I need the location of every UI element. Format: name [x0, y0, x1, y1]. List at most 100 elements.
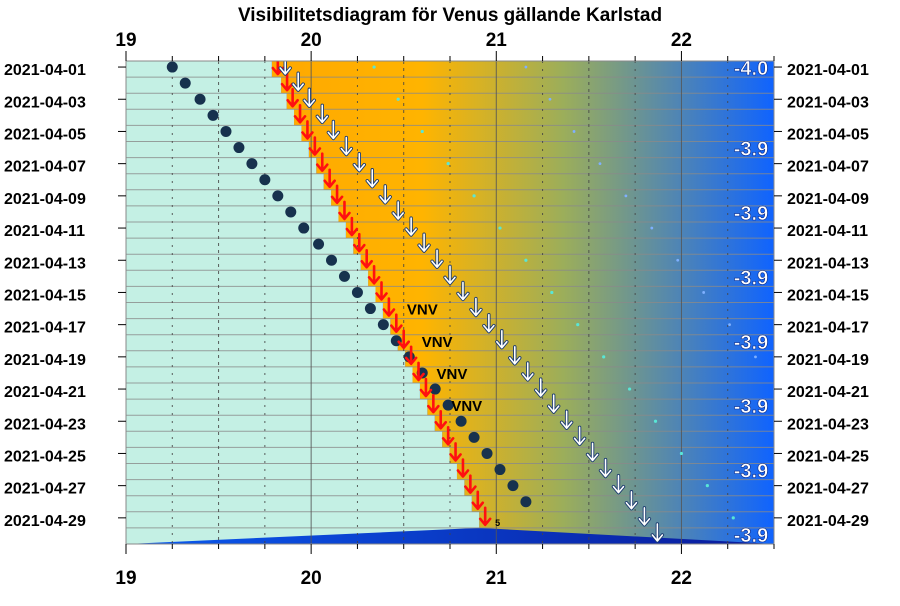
axes: 19 19 20 20 21 21 22 22 2021-04-01 2021-04-01 2021… [4, 30, 869, 589]
venus-set-arrow [397, 329, 411, 350]
venus-low-arrow [495, 329, 509, 350]
venus-faint-dot [548, 97, 552, 101]
venus-low-arrow [611, 473, 626, 495]
sunset-dot [338, 270, 350, 282]
red-arrow-shape [382, 297, 396, 317]
red-arrow-shape [390, 313, 403, 333]
date-label-right: 2021-04-05 [787, 126, 869, 143]
date-label-right: 2021-04-11 [787, 223, 868, 240]
date-label-left: 2021-04-03 [4, 94, 86, 111]
red-arrow-shape [397, 329, 411, 350]
red-arrow-shape [352, 232, 366, 253]
date-label-left: 2021-04-01 [4, 62, 86, 79]
red-arrow-shape [345, 216, 359, 237]
venus-faint-dot [524, 65, 528, 69]
venus-set-arrow [427, 393, 440, 414]
red-arrow-shape [375, 281, 388, 301]
venus-faint-dot [624, 194, 628, 198]
white-arrow-shape [638, 507, 651, 526]
red-arrow-shape [434, 409, 448, 430]
venus-set-arrow [412, 361, 425, 382]
x-tick-label-top: 19 [115, 30, 136, 51]
date-label-right: 2021-04-03 [787, 94, 869, 111]
venus-low-arrow [521, 361, 535, 382]
white-arrow-shape [508, 346, 521, 365]
sunset-dot [285, 206, 297, 218]
venus-faint-dot [676, 258, 680, 262]
date-label-right: 2021-04-09 [787, 191, 869, 208]
date-label-right: 2021-04-21 [787, 384, 869, 401]
red-arrow-shape [286, 87, 299, 108]
venus-low-arrow [278, 61, 292, 76]
sunset-dot [326, 254, 338, 266]
venus-low-arrow [326, 119, 341, 141]
date-label-left: 2021-04-25 [4, 448, 86, 465]
venus-low-arrow [339, 135, 354, 157]
chart-title: Visibilitetsdiagram för Venus gällande K… [238, 5, 662, 26]
x-tick-label-bottom: 22 [671, 568, 692, 589]
sunset-dot [442, 399, 454, 411]
venus-low-arrow [534, 377, 548, 398]
red-arrow-shape [315, 152, 329, 172]
sunset-dot [313, 238, 325, 250]
red-arrow-shape [471, 490, 485, 511]
venus-faint-dot [572, 130, 576, 133]
date-label-left: 2021-04-21 [4, 384, 86, 401]
sunset-dot [429, 383, 441, 395]
direction-label: VNV [437, 366, 468, 383]
sunset-dot [298, 222, 310, 234]
white-arrow-shape [327, 120, 340, 140]
date-label-right: 2021-04-15 [787, 287, 869, 304]
sunset-dot [179, 77, 191, 89]
date-label-right: 2021-04-19 [787, 352, 869, 369]
venus-set-arrow [352, 232, 366, 253]
venus-set-arrow [345, 216, 359, 237]
white-arrow-shape [521, 362, 534, 381]
date-label-left: 2021-04-29 [4, 513, 86, 530]
direction-label: VNV [451, 398, 482, 415]
venus-faint-dot [728, 323, 731, 327]
sunset-dot [194, 93, 206, 105]
red-arrow-shape [427, 393, 440, 414]
venus-low-arrow [315, 103, 329, 125]
venus-low-arrow [624, 490, 639, 511]
magnitude-label: -3.9 [734, 332, 768, 354]
venus-trail-dot [627, 387, 632, 391]
venus-trail-dot [550, 290, 554, 295]
sunset-dot [246, 158, 258, 170]
date-label-left: 2021-04-27 [4, 481, 86, 498]
white-arrow-shape [405, 217, 417, 236]
date-label-right: 2021-04-25 [787, 448, 869, 465]
red-arrow-shape [419, 377, 433, 398]
venus-low-arrow [456, 280, 470, 302]
venus-trail-dot [498, 226, 502, 230]
x-tick-label-bottom: 20 [301, 568, 322, 589]
white-arrow-shape [457, 281, 469, 301]
venus-set-arrow [308, 136, 322, 156]
white-arrow-shape [340, 136, 353, 156]
grid [126, 61, 774, 544]
venus-low-arrow [637, 506, 652, 527]
magnitude-label: -3.9 [734, 203, 768, 225]
venus-trail-dot [372, 65, 376, 69]
venus-set-arrow [330, 184, 344, 205]
red-arrow-shape [464, 474, 477, 494]
venus-trail-dot [602, 355, 606, 359]
date-label-left: 2021-04-05 [4, 126, 86, 143]
white-arrow-shape [586, 442, 599, 462]
date-label-left: 2021-04-15 [4, 287, 86, 304]
sunset-dot [481, 447, 493, 459]
white-arrow-shape [353, 152, 366, 172]
x-tick-label-bottom: 21 [486, 568, 508, 589]
magnitude-label: -3.9 [734, 396, 768, 418]
venus-low-arrow [404, 216, 418, 237]
red-arrow-shape [308, 136, 322, 156]
venus-set-arrow [338, 200, 351, 221]
venus-set-arrow [478, 506, 492, 527]
venus-low-arrow [469, 296, 483, 318]
venus-trail-dot [576, 323, 580, 327]
sunset-dot [377, 319, 389, 331]
red-arrow-shape [293, 104, 307, 124]
red-arrow-shape [367, 265, 381, 285]
red-arrow-shape [456, 458, 470, 478]
